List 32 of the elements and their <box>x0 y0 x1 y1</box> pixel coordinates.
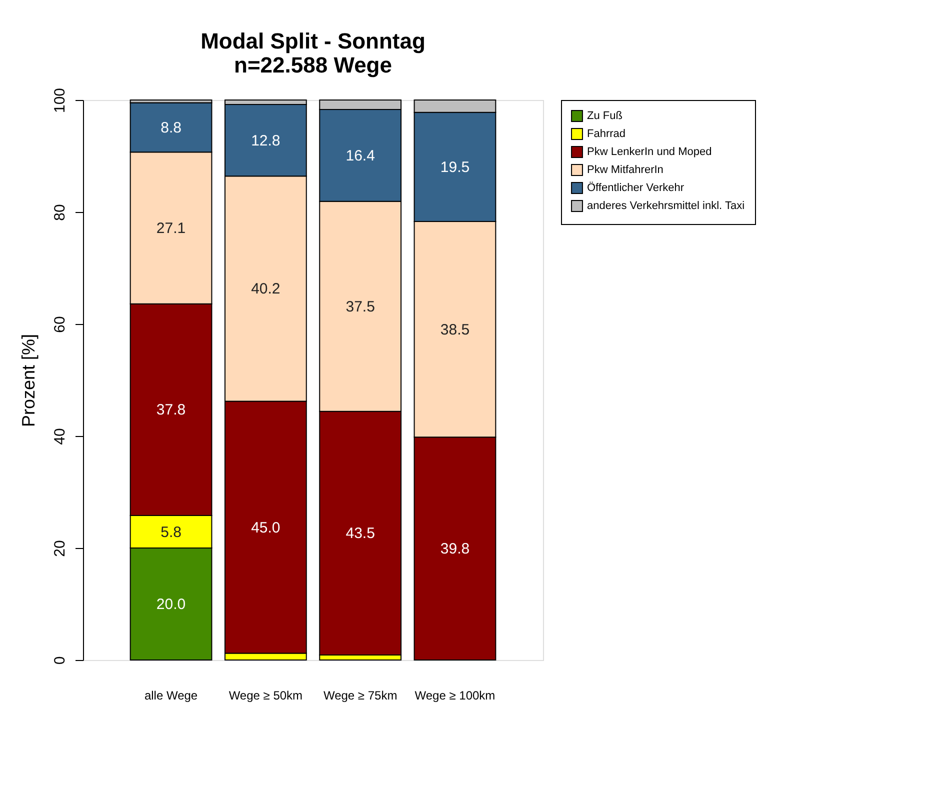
data-label: 38.5 <box>440 321 470 338</box>
data-label: 37.5 <box>346 298 375 316</box>
data-label: 8.8 <box>160 119 182 136</box>
data-label: 12.8 <box>251 132 280 150</box>
data-label: 16.4 <box>346 147 375 164</box>
legend-label: anderes Verkehrsmittel inkl. Taxi <box>587 200 745 212</box>
y-tick-label: 100 <box>52 88 68 114</box>
legend-label: Öffentlicher Verkehr <box>587 181 684 194</box>
legend-label: Fahrrad <box>587 128 626 140</box>
legend-label: Zu Fuß <box>587 110 623 122</box>
x-tick-label: alle Wege <box>144 688 198 702</box>
x-tick-label: Wege ≥ 50km <box>228 688 303 702</box>
legend-label: Pkw MitfahrerIn <box>587 164 664 176</box>
y-tick-label: 0 <box>52 656 68 665</box>
data-label: 5.8 <box>160 524 182 541</box>
data-label: 20.0 <box>156 596 186 613</box>
y-axis-title: Prozent [%] <box>18 334 38 428</box>
y-tick-label: 20 <box>52 540 68 557</box>
data-label: 43.5 <box>346 525 375 542</box>
y-tick-label: 80 <box>52 204 68 221</box>
chart-title: Modal Split - Sonntag n=22.588 Wege <box>200 28 426 78</box>
y-tick-label: 40 <box>52 428 68 445</box>
legend-label: Pkw LenkerIn und Moped <box>587 146 712 158</box>
x-tick-label: Wege ≥ 100km <box>414 688 496 702</box>
data-label: 39.8 <box>440 540 470 558</box>
data-label: 40.2 <box>251 280 280 298</box>
data-label: 19.5 <box>440 158 470 176</box>
x-tick-label: Wege ≥ 75km <box>323 688 398 702</box>
data-label: 37.8 <box>156 402 186 419</box>
y-tick-label: 60 <box>52 316 68 333</box>
data-label: 45.0 <box>251 519 280 536</box>
data-label: 27.1 <box>156 220 186 237</box>
